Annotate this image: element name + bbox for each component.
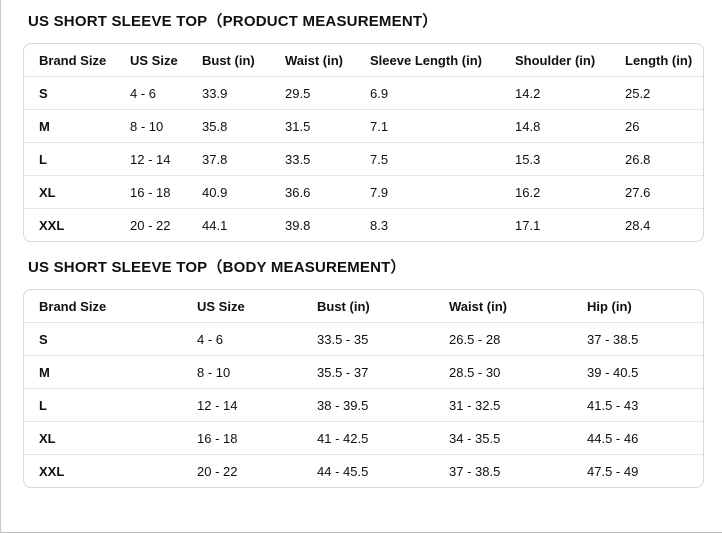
- measurement-cell: 39.8: [285, 217, 311, 233]
- measurement-cell: 33.5: [285, 143, 370, 176]
- measurement-cell: 27.6: [625, 176, 703, 209]
- measurement-cell: 7.5: [370, 143, 515, 176]
- measurement-cell: 8 - 10: [130, 110, 202, 143]
- column-header: Shoulder (in): [515, 44, 625, 77]
- measurement-cell: 20 - 22: [130, 217, 171, 233]
- measurement-cell: 41 - 42.5: [317, 422, 449, 455]
- measurement-cell: 38 - 39.5: [317, 389, 449, 422]
- measurement-cell: 31.5: [285, 110, 370, 143]
- measurement-cell: 12 - 14: [130, 143, 202, 176]
- measurement-cell: 37 - 38.5: [587, 323, 703, 356]
- column-header: Bust (in): [317, 290, 449, 323]
- measurement-cell: 16.2: [515, 176, 625, 209]
- measurement-cell: 26.5 - 28: [449, 323, 587, 356]
- product-measurement-table: Brand Size US Size Bust (in) Waist (in) Slee…: [23, 43, 704, 242]
- body-measurement-title: US SHORT SLEEVE TOP（BODY MEASUREMENT）: [28, 259, 406, 276]
- measurement-cell: 20 - 22: [197, 463, 238, 479]
- measurement-cell: 34 - 35.5: [449, 422, 587, 455]
- brand-size-cell: L: [24, 143, 130, 176]
- measurement-cell: 33.5 - 35: [317, 323, 449, 356]
- brand-size-cell: XXL: [39, 463, 65, 479]
- measurement-cell: 36.6: [285, 176, 370, 209]
- measurement-cell: 8.3: [370, 217, 389, 233]
- measurement-cell: 25.2: [625, 77, 703, 110]
- measurement-cell: 16 - 18: [130, 176, 202, 209]
- measurement-cell: 16 - 18: [197, 422, 317, 455]
- column-header: Bust (in): [202, 44, 285, 77]
- measurement-cell: 7.9: [370, 176, 515, 209]
- column-header: Brand Size: [24, 290, 197, 323]
- table-row: XL 16 - 18 40.9 36.6 7.9 16.2 27.6: [24, 176, 703, 209]
- measurement-cell: 14.2: [515, 77, 625, 110]
- brand-size-cell: M: [24, 356, 197, 389]
- column-header: Waist (in): [449, 290, 587, 323]
- measurement-cell: 6.9: [370, 77, 515, 110]
- measurement-cell: 33.9: [202, 77, 285, 110]
- measurement-cell: 40.9: [202, 176, 285, 209]
- table-row: XL 16 - 18 41 - 42.5 34 - 35.5 44.5 - 46: [24, 422, 703, 455]
- column-header: Brand Size: [24, 44, 130, 77]
- measurement-cell: 7.1: [370, 110, 515, 143]
- column-header: Length (in): [625, 44, 703, 77]
- measurement-cell: 28.4: [625, 217, 651, 233]
- measurement-cell: 35.8: [202, 110, 285, 143]
- column-header: US Size: [130, 44, 202, 77]
- measurement-cell: 47.5 - 49: [587, 463, 639, 479]
- measurement-cell: 8 - 10: [197, 356, 317, 389]
- measurement-cell: 28.5 - 30: [449, 356, 587, 389]
- measurement-cell: 37.8: [202, 143, 285, 176]
- measurement-cell: 37 - 38.5: [449, 463, 501, 479]
- measurement-cell: 39 - 40.5: [587, 356, 703, 389]
- body-measurement-table: Brand Size US Size Bust (in) Waist (in) Hip …: [23, 289, 704, 488]
- brand-size-cell: XXL: [39, 217, 65, 233]
- product-measurement-title: US SHORT SLEEVE TOP（PRODUCT MEASUREMENT）: [28, 13, 438, 30]
- measurement-cell: 29.5: [285, 77, 370, 110]
- measurement-cell: 15.3: [515, 143, 625, 176]
- measurement-cell: 14.8: [515, 110, 625, 143]
- column-header: Waist (in): [285, 44, 370, 77]
- measurement-cell: 44.1: [202, 217, 228, 233]
- brand-size-cell: XL: [24, 422, 197, 455]
- table-row: L 12 - 14 38 - 39.5 31 - 32.5 41.5 - 43: [24, 389, 703, 422]
- column-header: US Size: [197, 290, 317, 323]
- column-header: Hip (in): [587, 290, 703, 323]
- header-row: Brand Size US Size Bust (in) Waist (in) Hip …: [24, 290, 703, 323]
- body-measurement-section: US SHORT SLEEVE TOP（BODY MEASUREMENT） Br…: [23, 259, 704, 488]
- measurement-cell: 26: [625, 110, 703, 143]
- brand-size-cell: S: [24, 323, 197, 356]
- measurement-cell: 4 - 6: [197, 323, 317, 356]
- measurement-cell: 31 - 32.5: [449, 389, 587, 422]
- brand-size-cell: S: [24, 77, 130, 110]
- measurement-cell: 4 - 6: [130, 77, 202, 110]
- table-row: XXL 20 - 22 44 - 45.5 37 - 38.5 47.5 - 49: [24, 455, 703, 487]
- column-header: Sleeve Length (in): [370, 44, 515, 77]
- measurement-cell: 44.5 - 46: [587, 422, 703, 455]
- measurement-cell: 26.8: [625, 143, 703, 176]
- product-measurement-section: US SHORT SLEEVE TOP（PRODUCT MEASUREMENT）…: [23, 13, 704, 242]
- measurement-cell: 12 - 14: [197, 389, 317, 422]
- measurement-cell: 44 - 45.5: [317, 463, 369, 479]
- brand-size-cell: XL: [24, 176, 130, 209]
- measurement-cell: 17.1: [515, 217, 541, 233]
- header-row: Brand Size US Size Bust (in) Waist (in) Slee…: [24, 44, 703, 77]
- table-row: XXL 20 - 22 44.1 39.8 8.3 17.1 28.4: [24, 209, 703, 241]
- brand-size-cell: L: [24, 389, 197, 422]
- table-row: L 12 - 14 37.8 33.5 7.5 15.3 26.8: [24, 143, 703, 176]
- measurement-cell: 41.5 - 43: [587, 389, 703, 422]
- measurement-cell: 35.5 - 37: [317, 356, 449, 389]
- brand-size-cell: M: [24, 110, 130, 143]
